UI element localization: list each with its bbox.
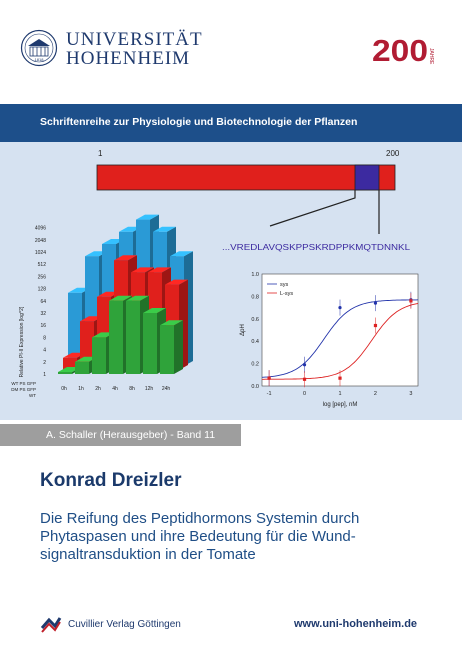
anniversary-logo: 200 JAHRE [372,34,434,66]
editor-bar [0,424,241,446]
protein-bar [96,164,396,191]
bar3d-ytick: 4 [43,348,46,354]
seal-year: 1818 [35,57,45,62]
curve-point [373,323,378,328]
curve-legend-label: sys [280,282,289,288]
curve-point [267,376,271,380]
bar3d-ytick: 256 [38,274,47,280]
bar3d-bar-top [126,295,149,301]
curve-xtick: 2 [374,391,377,397]
figure-canvas: 1 200 ...VREDLAVQSKPPSKRDPPKMQTDNNKL 409… [11,149,419,408]
publisher-logo-icon [40,617,62,633]
bar3d-bar-top [109,295,132,301]
bar3d-ylabel: Relative PI-II Expression [log^2] [19,306,25,377]
bar3d-ytick: 1024 [35,250,46,256]
bar3d-ytick: 4096 [35,226,46,232]
curve-ytick: 1.0 [251,272,259,278]
bar3d-row-label: WT [29,393,36,398]
bar3d-bar [58,372,72,374]
curve-ytick: 0.2 [251,362,259,368]
curve-point [338,306,342,310]
bar3d-bar-top [165,279,188,285]
protein-sequence: ...VREDLAVQSKPPSKRDPPKMQTDNNKL [222,242,410,252]
protein-end-label: 200 [386,149,400,158]
bar3d-ytick: 512 [38,262,47,268]
bar3d-xtick: 1h [78,386,84,392]
curve-point [409,299,413,303]
protein-domain [354,164,380,191]
expression-bar-chart: 4096 2048 1024 512 256 128 64 32 16 8 4 2 1 WT PS GFP… [11,214,193,398]
bar3d-bar-top [160,320,183,326]
bar3d-bar [92,337,106,374]
bar3d-bar-top [143,308,166,313]
bar3d-bar-top [148,267,171,273]
bar3d-row-label: DM PS GFP [11,387,36,392]
bar3d-bar [109,300,123,374]
series-title: Schriftenreihe zur Physiologie und Biote… [40,116,358,128]
curve-fit-line [261,299,419,378]
bar3d-bar-side [174,320,183,374]
curve-xlabel: log [pep], nM [323,402,358,408]
anniversary-word: JAHRE [428,48,434,65]
university-seal: 1818 [20,29,58,67]
bar3d-bar-top [131,267,154,273]
curve-ytick: 0.8 [251,294,259,300]
bar3d-bar [68,292,82,366]
bar3d-bar [126,300,140,374]
book-title: Die Reifung des Peptidhormons Systemin d… [40,510,360,563]
bar3d-ytick: 64 [40,299,46,305]
dose-response-chart: 1.0 0.8 0.6 0.4 0.2 0.0 -1 0 1 2 3 log [pep], nM ΔpH… [240,272,419,408]
curve-xtick: 1 [338,391,341,397]
bar3d-ytick: 16 [40,323,46,329]
curve-plot-area [261,273,419,387]
series-band [0,104,462,142]
curve-point [373,301,378,305]
editor-text: A. Schaller (Herausgeber) - Band 11 [46,429,216,441]
bar3d-xtick: 2h [95,386,101,392]
bar3d-ytick: 32 [40,311,46,317]
author-name: Konrad Dreizler [40,470,182,491]
bar3d-bar [160,325,174,374]
university-name: UNIVERSITÄT HOHENHEIM [66,30,203,68]
bar3d-xtick: 24h [162,386,171,392]
curve-point [302,377,307,381]
curve-ytick: 0.4 [251,339,259,345]
bar3d-ytick: 8 [43,335,46,341]
bar3d-bar [75,361,89,374]
bar3d-bar-top [136,214,159,220]
university-name-line1: UNIVERSITÄT [66,29,203,50]
publisher-name: Cuvillier Verlag Göttingen [68,619,181,630]
cover-figure: 1 200 ...VREDLAVQSKPPSKRDPPKMQTDNNKL 409… [0,142,462,420]
bar3d-bar [143,313,157,374]
anniversary-number: 200 [372,34,428,66]
curve-ytick: 0.0 [251,384,259,390]
bar3d-ytick: 2 [43,360,46,366]
bar3d-bar-top [153,226,176,232]
curve-ylabel: ΔpH [240,324,246,336]
curve-point [302,363,307,367]
curve-ytick: 0.6 [251,317,259,323]
bar3d-xtick: 8h [129,386,135,392]
bar3d-ytick: 128 [38,287,47,293]
bar3d-ytick: 1 [43,372,46,378]
bar3d-bar-top [170,251,193,257]
bar3d-bar-top [114,255,137,261]
pointer-line-left [269,190,356,227]
bar3d-xtick: 0h [61,386,67,392]
bar3d-ytick: 2048 [35,238,46,244]
curve-xtick: 0 [303,391,306,397]
bar3d-xtick: 12h [145,386,154,392]
bar3d-xtick: 4h [112,386,118,392]
university-url[interactable]: www.uni-hohenheim.de [294,618,418,630]
curve-point [338,376,342,380]
curve-xtick: -1 [267,391,272,397]
university-name-line2: HOHENHEIM [66,48,191,69]
bar3d-bar [63,357,77,370]
protein-start-label: 1 [98,149,103,158]
curve-legend-label: L-sys [280,291,293,297]
bar3d-row-label: WT PS GFP [11,381,36,386]
curve-xtick: 3 [409,391,412,397]
